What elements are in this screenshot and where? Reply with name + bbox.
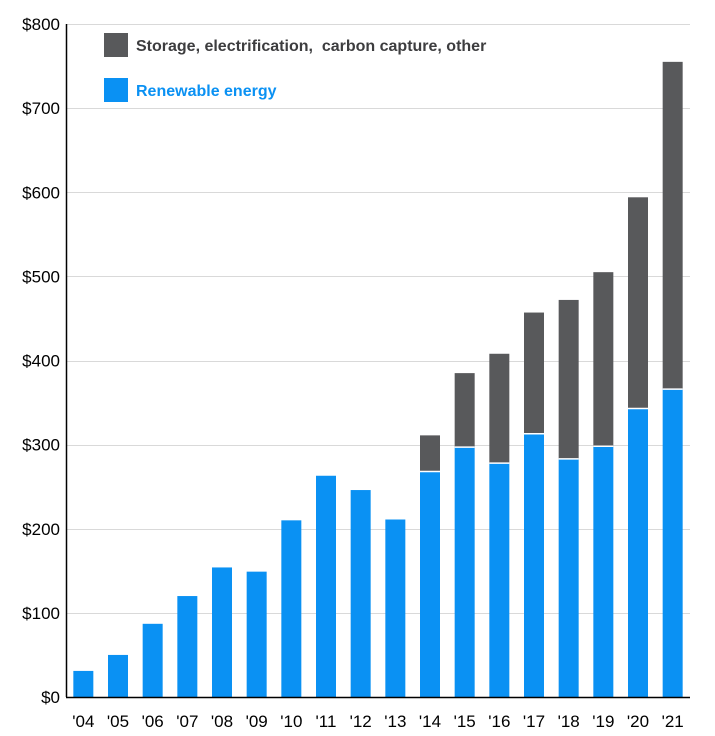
x-tick-label: '20 [627,712,649,731]
bar-renewable-energy [73,670,94,697]
y-tick-labels: $0 $100 $200 $300 $400 $500 $600 $700 $800 [22,15,60,707]
y-tick-label: $600 [22,183,60,202]
x-tick-label: '07 [176,712,198,731]
x-tick-label: '19 [592,712,614,731]
bar-renewable-energy [524,433,544,697]
bar-renewable-energy [281,520,302,697]
y-tick-label: $100 [22,604,60,623]
x-tick-label: '14 [419,712,441,731]
x-tick-label: '10 [280,712,302,731]
bar-renewable-energy [489,463,510,697]
legend-label: Storage, electrification, carbon capture… [136,38,486,55]
bar-storage-other [558,299,579,459]
x-tick-label: '17 [523,712,545,731]
legend: Storage, electrification, carbon capture… [104,33,486,102]
legend-swatch [104,33,128,57]
y-tick-label: $500 [22,267,60,286]
bar-storage-other [420,435,440,472]
bar-renewable-energy [385,519,406,697]
x-tick-label: '15 [454,712,476,731]
y-tick-label: $300 [22,436,60,455]
legend-label: Renewable energy [136,83,277,100]
bar-renewable-energy [350,490,371,697]
x-tick-label: '08 [211,712,233,731]
bar-renewable-energy [212,567,232,697]
bar-renewable-energy [558,458,579,697]
x-tick-label: '13 [384,712,406,731]
x-tick-labels: '04 '05 '06 '07 '08 '09 '10 '11 '12 '13 '14 '15 '16 '… [72,712,683,731]
x-tick-label: '05 [107,712,129,731]
x-tick-label: '18 [558,712,580,731]
x-tick-label: '09 [246,712,268,731]
bar-storage-other [489,353,510,464]
bar-renewable-energy [662,389,683,697]
y-tick-label: $400 [22,352,60,371]
bar-storage-other [524,312,544,434]
bar-renewable-energy [420,471,440,697]
x-tick-label: '16 [488,712,510,731]
legend-swatch [104,78,128,102]
bar-storage-other [662,61,683,390]
bar-renewable-energy [108,654,128,697]
bar-storage-other [593,272,614,447]
bar-renewable-energy [628,408,648,697]
x-tick-label: '04 [72,712,94,731]
bar-storage-other [454,373,475,448]
axes [65,24,690,699]
y-tick-label: $700 [22,99,60,118]
bar-renewable-energy [316,475,336,697]
y-tick-label: $200 [22,520,60,539]
x-tick-label: '21 [662,712,684,731]
bar-renewable-energy [177,596,198,697]
x-tick-label: '12 [350,712,372,731]
x-tick-label: '11 [316,712,337,731]
bar-renewable-energy [142,623,163,697]
bar-renewable-energy [593,446,614,697]
bars [73,61,683,697]
gridlines [66,24,690,614]
bar-renewable-energy [246,571,267,697]
y-tick-label: $0 [41,688,60,707]
bar-renewable-energy [454,447,475,697]
y-tick-label: $800 [22,15,60,34]
x-tick-label: '06 [142,712,164,731]
bar-storage-other [628,197,648,409]
